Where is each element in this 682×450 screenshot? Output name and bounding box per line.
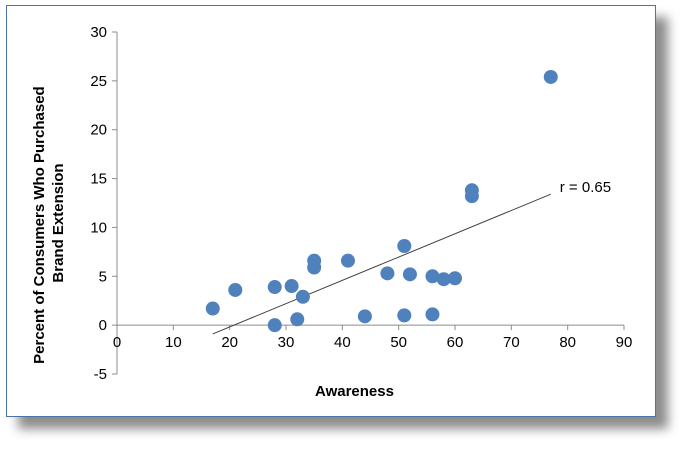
- axes: [112, 31, 625, 375]
- x-tick-label: 70: [503, 334, 520, 351]
- data-point: [436, 272, 451, 287]
- data-point: [290, 312, 305, 327]
- data-point: [402, 267, 417, 282]
- data-point: [543, 69, 558, 84]
- data-point: [425, 269, 440, 284]
- x-tick-label: 30: [278, 334, 295, 351]
- data-point: [397, 308, 412, 323]
- y-tick-label: 5: [99, 268, 107, 285]
- y-tick-label: 25: [90, 73, 107, 90]
- data-point: [295, 289, 310, 304]
- data-point: [267, 318, 282, 333]
- y-axis-title-line-1: Percent of Consumers Who Purchased: [31, 86, 48, 364]
- data-point: [380, 266, 395, 281]
- data-point: [425, 307, 440, 322]
- y-axis-title-line-2: Brand Extension: [50, 163, 67, 282]
- x-tick-label: 20: [221, 334, 238, 351]
- tick-labels: -5 0 5 10 15 20 25 30 0 10 20 30 40 50 60 70 80 90: [90, 24, 632, 383]
- data-point: [228, 282, 243, 297]
- x-tick-label: 60: [447, 334, 464, 351]
- x-tick-label: 90: [616, 334, 633, 351]
- data-point: [357, 309, 372, 324]
- data-point: [267, 280, 282, 295]
- x-tick-label: 50: [390, 334, 407, 351]
- y-tick-label: -5: [94, 366, 107, 383]
- trendline: [212, 193, 551, 335]
- data-point: [397, 238, 412, 253]
- y-tick-label: 0: [99, 317, 107, 334]
- data-point: [205, 301, 220, 316]
- correlation-annotation: r = 0.65: [560, 179, 611, 196]
- data-point: [340, 253, 355, 268]
- y-tick-label: 20: [90, 122, 107, 139]
- y-axis-title: Percent of Consumers Who Purchased Brand…: [31, 82, 67, 364]
- y-tick-label: 30: [90, 24, 107, 41]
- x-tick-label: 40: [334, 334, 351, 351]
- data-point: [464, 189, 479, 204]
- data-point: [307, 260, 322, 275]
- data-point: [448, 271, 462, 286]
- data-point: [284, 279, 299, 294]
- x-tick-label: 0: [113, 334, 121, 351]
- x-tick-label: 80: [559, 334, 576, 351]
- x-axis-title: Awareness: [315, 383, 394, 400]
- data-points: [205, 69, 558, 333]
- y-tick-label: 15: [90, 171, 107, 188]
- y-tick-label: 10: [90, 219, 107, 236]
- x-tick-label: 10: [165, 334, 182, 351]
